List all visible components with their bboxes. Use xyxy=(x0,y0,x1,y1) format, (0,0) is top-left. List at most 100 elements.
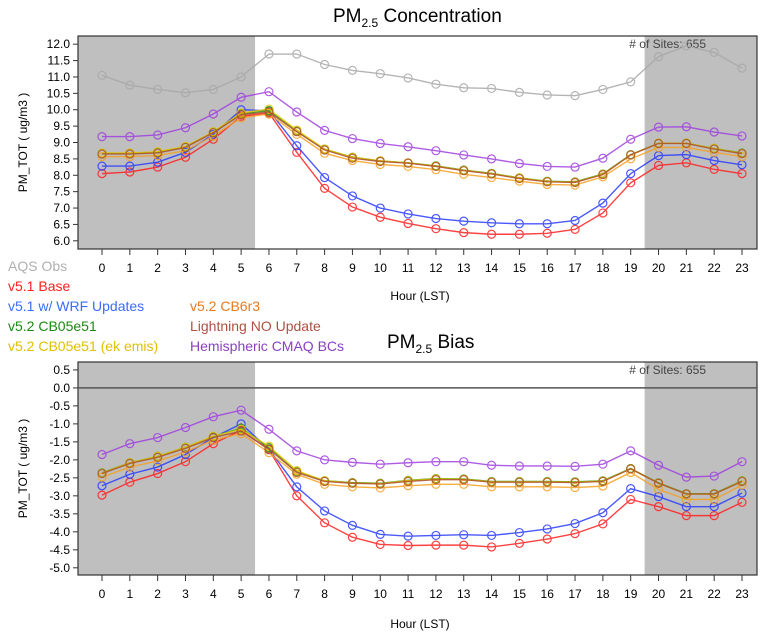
data-point xyxy=(626,134,636,144)
data-point xyxy=(264,424,274,434)
data-point xyxy=(598,476,608,487)
top-chart-title: PM2.5 Concentration xyxy=(333,6,502,30)
data-point xyxy=(737,497,747,507)
x-tick-label: 18 xyxy=(596,587,610,601)
data-point xyxy=(125,167,135,177)
data-point xyxy=(431,161,441,172)
data-point xyxy=(570,482,580,493)
y-tick-label: 6.5 xyxy=(53,217,70,231)
data-point xyxy=(598,208,608,218)
data-point xyxy=(626,169,636,179)
data-point xyxy=(125,132,135,142)
panel-1: -5.0 -4.5 -4.0 -3.5 -3.0 -2.5 -2.0 -1.5 -1.0 -0.5… xyxy=(16,361,758,631)
data-point xyxy=(97,468,107,479)
y-tick-label: 0.0 xyxy=(53,381,70,395)
data-point xyxy=(375,479,385,489)
series-lightning-no-update xyxy=(97,107,747,188)
data-point xyxy=(180,457,191,467)
y-tick-label: 8.0 xyxy=(53,168,70,182)
data-point xyxy=(514,229,524,239)
data-point xyxy=(542,177,552,187)
data-point xyxy=(737,63,747,73)
data-point xyxy=(97,132,107,142)
y-tick-label: 8.5 xyxy=(53,152,70,166)
data-point xyxy=(153,468,163,479)
data-point xyxy=(292,141,302,151)
data-point xyxy=(431,79,441,89)
x-tick-label: 21 xyxy=(680,261,694,275)
y-tick-label: -2.5 xyxy=(49,471,70,485)
data-point xyxy=(486,83,497,94)
data-point xyxy=(153,157,163,167)
data-point xyxy=(403,73,413,83)
data-point xyxy=(709,127,719,137)
y-tick-label: -1.5 xyxy=(49,435,70,449)
y-tick-label: -4.5 xyxy=(49,543,70,557)
y-axis-label: PM_TOT ( ug/m3 ) xyxy=(16,93,30,193)
data-point xyxy=(97,70,107,80)
data-point xyxy=(208,412,218,422)
legend-aqs-obs: AQS Obs xyxy=(8,258,68,274)
data-point xyxy=(514,538,524,548)
data-point xyxy=(403,531,413,541)
data-point xyxy=(264,49,274,59)
nighttime-shading xyxy=(78,362,256,575)
data-point xyxy=(97,481,107,491)
data-point xyxy=(653,138,664,149)
data-point xyxy=(459,457,469,467)
data-point xyxy=(97,161,107,171)
data-point xyxy=(125,149,135,159)
nighttime-shading xyxy=(644,362,757,575)
series-line xyxy=(101,432,743,501)
x-tick-label: 9 xyxy=(349,587,356,601)
data-point xyxy=(125,161,135,171)
x-tick-label: 18 xyxy=(596,261,610,275)
data-point xyxy=(180,443,191,453)
y-tick-label: -1.0 xyxy=(49,417,70,431)
data-point xyxy=(486,218,497,228)
x-tick-label: 4 xyxy=(210,261,217,275)
data-point xyxy=(737,457,747,467)
data-point xyxy=(292,482,302,492)
data-point xyxy=(514,87,524,97)
data-point xyxy=(180,88,191,98)
series-hemispheric-cmaq-bcs xyxy=(97,405,747,482)
data-point xyxy=(459,475,469,485)
data-point xyxy=(681,502,691,512)
x-tick-label: 5 xyxy=(238,587,245,601)
data-point xyxy=(431,146,441,156)
x-tick-label: 14 xyxy=(485,261,499,275)
data-point xyxy=(347,532,358,542)
y-tick-label: 10.0 xyxy=(47,103,71,117)
data-point xyxy=(375,203,385,213)
data-point xyxy=(403,142,413,152)
data-point xyxy=(570,529,580,539)
data-point xyxy=(486,229,497,239)
data-point xyxy=(486,169,497,179)
data-point xyxy=(626,178,636,188)
x-tick-label: 2 xyxy=(154,261,161,275)
data-point xyxy=(681,494,691,505)
series-line xyxy=(101,45,743,97)
data-point xyxy=(542,477,552,487)
data-point xyxy=(264,87,274,97)
series-line xyxy=(102,109,743,225)
data-point xyxy=(180,422,191,433)
data-point xyxy=(542,161,552,172)
data-point xyxy=(236,92,246,102)
y-tick-label: 0.5 xyxy=(53,363,70,377)
data-point xyxy=(264,107,274,117)
x-tick-label: 2 xyxy=(154,587,161,601)
data-point xyxy=(681,138,691,149)
data-point xyxy=(208,84,218,95)
data-point xyxy=(292,107,302,117)
data-point xyxy=(320,59,330,70)
data-point xyxy=(514,477,524,487)
plot-frame xyxy=(77,361,758,576)
series-line xyxy=(102,113,743,186)
data-point xyxy=(459,228,469,238)
legend-v51-wrf: v5.1 w/ WRF Updates xyxy=(8,298,145,314)
data-point xyxy=(570,224,580,234)
data-point xyxy=(403,158,413,168)
